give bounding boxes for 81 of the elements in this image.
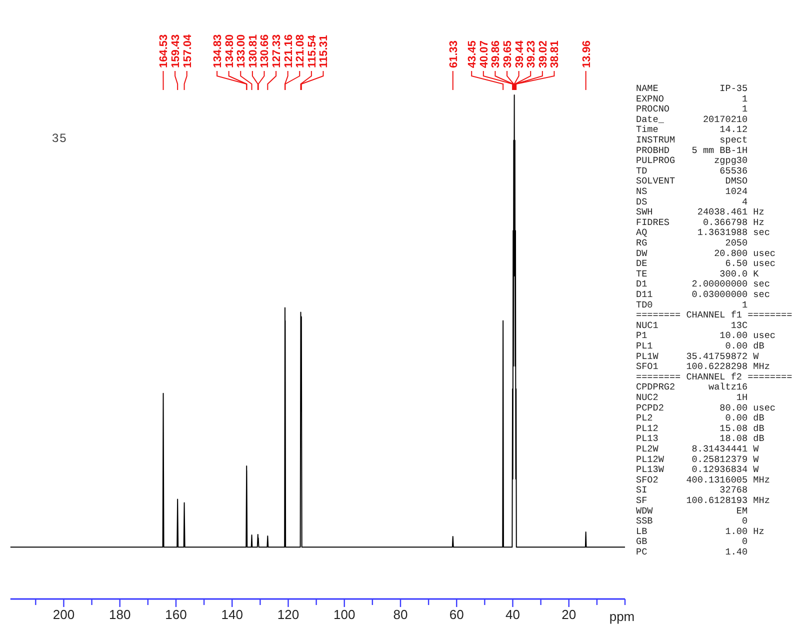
annotation: 39.23 (526, 40, 538, 68)
annotation: 38.81 (549, 40, 562, 68)
annotation: 121.08 (294, 34, 307, 68)
annotation: 164.53 (158, 34, 170, 68)
x-tick-label: 140 (221, 607, 243, 622)
text: INSTRUM spect (636, 134, 748, 146)
text: DE 6.50 usec (636, 258, 776, 270)
annotation: 130.81 (247, 34, 260, 68)
text: LB 1.00 Hz (636, 526, 764, 537)
text: PL2W 8.31434441 W (636, 444, 760, 454)
text: PL1W 35.41759872 W (636, 350, 760, 362)
text: SSB 0 (636, 516, 748, 527)
annotation: 39.02 (537, 40, 550, 68)
text: SFO2 400.1316005 MHz (636, 474, 770, 486)
annotation: 39.86 (490, 40, 502, 68)
x-tick-label: 20 (562, 607, 576, 622)
text: PL1 0.00 dB (636, 340, 765, 352)
annotation: 159.43 (170, 34, 182, 68)
annotation: 115.31 (318, 34, 330, 68)
x-axis-title: ppm (609, 609, 635, 624)
annotation: 13.96 (580, 40, 593, 68)
text: RG 2050 (636, 238, 748, 248)
annotation: 61.33 (448, 40, 460, 68)
x-tick-label: 160 (165, 607, 187, 622)
text: PL12 15.08 dB (636, 422, 765, 434)
annotation: 133.00 (236, 34, 248, 68)
annotation: 130.66 (259, 34, 272, 68)
annotation: 127.33 (271, 34, 284, 68)
x-tick-label: 200 (52, 607, 75, 622)
x-tick-label: 120 (277, 607, 300, 622)
text: SFO1 100.6228298 MHz (636, 361, 770, 372)
text: PCPD2 80.00 usec (636, 402, 776, 414)
annotation: 115.54 (306, 34, 318, 68)
text: SI 32768 (636, 484, 748, 496)
text: D1 2.00000000 sec (636, 278, 770, 290)
annotation: 40.07 (478, 40, 490, 68)
annotation: 39.65 (502, 40, 514, 68)
text: SWH 24038.461 Hz (636, 206, 764, 218)
text: Date_ 20170210 (636, 114, 748, 125)
text: AQ 1.3631988 sec (636, 227, 770, 238)
annotation: 43.45 (466, 40, 479, 68)
text: TD 65536 (636, 165, 748, 176)
x-tick-label: 40 (506, 607, 520, 622)
text: DW 20.800 usec (636, 248, 776, 259)
text: D11 0.03000000 sec (636, 289, 770, 300)
text: Time 14.12 (636, 124, 748, 136)
text: PC 1.40 (636, 546, 748, 558)
text: NAME IP-35 (636, 83, 748, 94)
text: PROCNO 1 (636, 104, 748, 115)
text: ======== CHANNEL f1 ======== (636, 310, 793, 321)
text: TD0 1 (636, 299, 748, 310)
text: PL12W 0.25812379 W (636, 454, 760, 465)
text: PL2 0.00 dB (636, 412, 765, 424)
text: DS 4 (636, 196, 748, 208)
annotation: 121.16 (282, 34, 295, 68)
text: PULPROG zgpg30 (636, 155, 748, 166)
text: NS 1024 (636, 186, 748, 197)
annotation: 157.04 (182, 33, 194, 68)
text: CPDPRG2 waltz16 (636, 382, 748, 393)
text: NUC2 1H (636, 392, 748, 403)
text: PL13 18.08 dB (636, 433, 765, 444)
x-tick-label: 180 (109, 607, 131, 622)
text: SF 100.6128193 MHz (636, 495, 770, 506)
text: SOLVENT DMSO (636, 176, 748, 187)
text: ======== CHANNEL f2 ======== (636, 371, 793, 382)
annotation: 39.44 (514, 40, 526, 68)
annotation: 134.83 (212, 34, 224, 68)
text: WDW EM (636, 505, 748, 516)
text: PROBHD 5 mm BB-1H (636, 144, 748, 156)
x-tick-label: 60 (449, 607, 464, 622)
text: P1 10.00 usec (636, 330, 776, 342)
text: GB 0 (636, 536, 748, 548)
text: FIDRES 0.366798 Hz (636, 216, 764, 228)
text: PL13W 0.12936834 W (636, 464, 760, 476)
x-tick-label: 100 (334, 607, 356, 622)
annotation: 134.80 (224, 34, 236, 68)
annotation: 35 (52, 131, 68, 145)
text: EXPNO 1 (636, 93, 748, 104)
text: TE 300.0 K (636, 268, 760, 280)
x-tick-label: 80 (393, 607, 408, 622)
text: NUC1 13C (636, 320, 748, 331)
